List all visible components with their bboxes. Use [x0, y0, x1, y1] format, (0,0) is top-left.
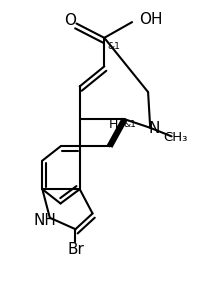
Text: N: N — [148, 121, 160, 136]
Text: CH₃: CH₃ — [163, 131, 187, 144]
Text: O: O — [64, 13, 76, 28]
Text: OH: OH — [140, 12, 163, 27]
Text: &1: &1 — [124, 120, 136, 129]
Text: NH: NH — [34, 213, 57, 228]
Text: &1: &1 — [108, 42, 120, 51]
Text: H: H — [109, 118, 119, 131]
Text: Br: Br — [67, 242, 84, 257]
